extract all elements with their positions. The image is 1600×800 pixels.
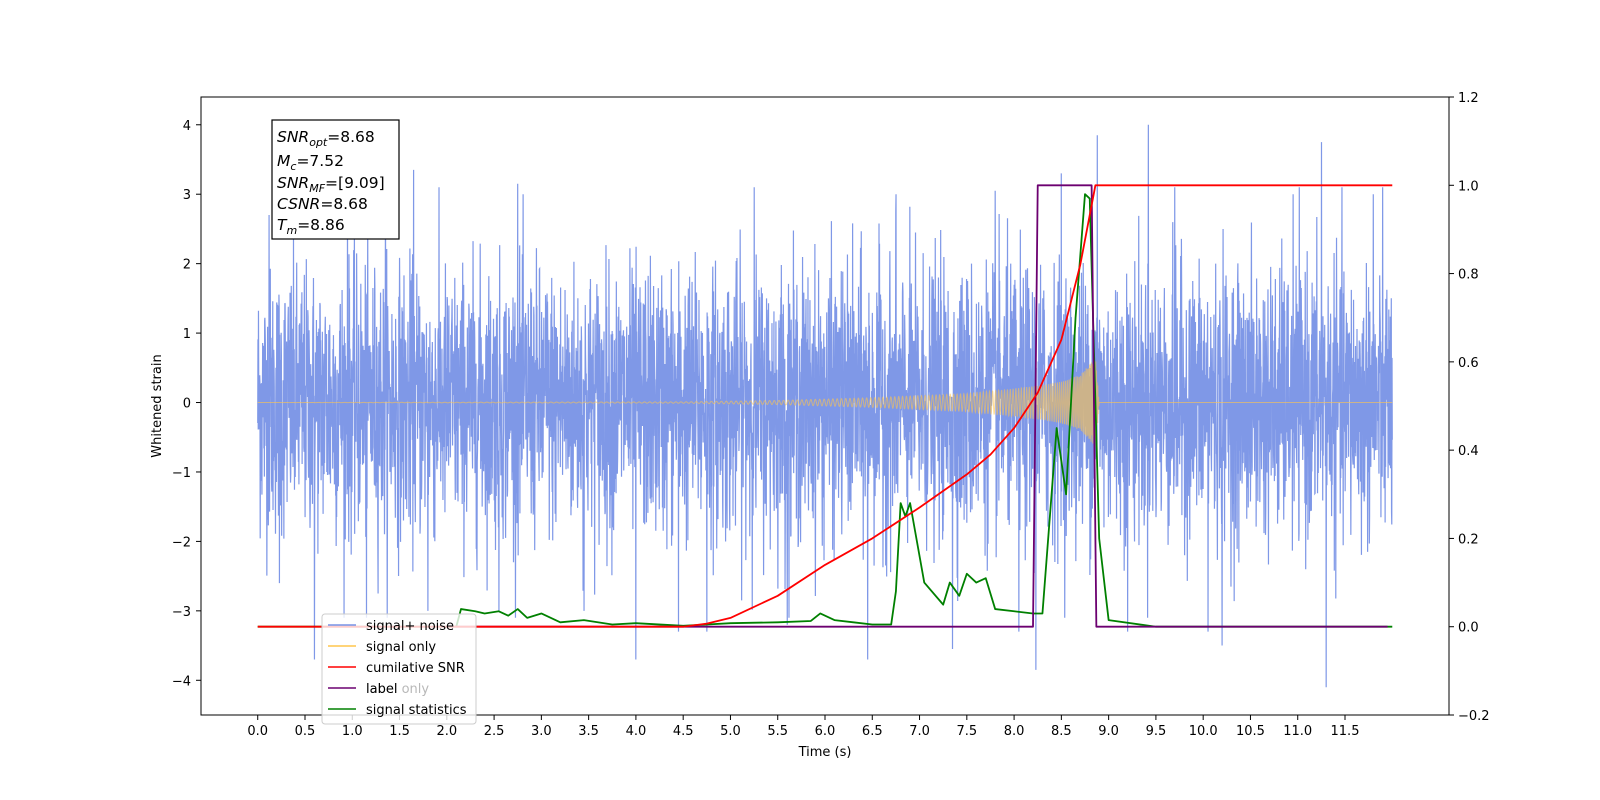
x-tick-label: 8.5 bbox=[1051, 724, 1072, 739]
y-tick-label: 4 bbox=[183, 119, 191, 134]
x-tick-label: 6.0 bbox=[815, 724, 836, 739]
x-tick-label: 10.5 bbox=[1236, 724, 1265, 739]
x-tick-label: 3.5 bbox=[578, 724, 599, 739]
x-tick-label: 3.0 bbox=[531, 724, 552, 739]
x-tick-label: 9.0 bbox=[1098, 724, 1119, 739]
series-signal-only-line bbox=[257, 355, 1393, 448]
series-signal-statistics-line bbox=[257, 193, 1393, 628]
x-tick-label: 1.5 bbox=[389, 724, 410, 739]
series-label-line bbox=[456, 184, 1388, 628]
legend-frame bbox=[321, 613, 477, 725]
series-layer bbox=[257, 124, 1393, 688]
y2-tick-label: 0.6 bbox=[1458, 356, 1479, 371]
annotation-line-tm: Tm=8.86 bbox=[277, 216, 345, 237]
y-tick-label: −1 bbox=[172, 466, 191, 481]
x-tick-label: 5.5 bbox=[767, 724, 788, 739]
legend-label-label: label bbox=[366, 682, 397, 697]
y-tick-label: −3 bbox=[172, 605, 191, 620]
legend-entry-cumilative-snr: cumilative SNR bbox=[328, 661, 465, 676]
y-tick-label: −2 bbox=[172, 535, 191, 550]
legend-label-signal-statistics: signal statistics bbox=[366, 703, 467, 718]
x-axis-label: Time (s) bbox=[798, 745, 852, 760]
x-tick-label: 7.0 bbox=[909, 724, 930, 739]
y2-tick-label: 0.8 bbox=[1458, 268, 1479, 283]
legend-label-signal-noise: signal+ noise bbox=[366, 619, 454, 634]
annotation-frame bbox=[271, 119, 400, 240]
x-tick-label: 4.5 bbox=[673, 724, 694, 739]
legend-entry-signal-noise: signal+ noise bbox=[328, 619, 454, 634]
y2-tick-label: 0.2 bbox=[1458, 532, 1479, 547]
legend-entry-label: label only label bbox=[328, 682, 429, 697]
y2-tick-label: 0.4 bbox=[1458, 444, 1479, 459]
axis-layer: 0.0 0.5 1.0 1.5 2.0 2.5 3.0 3.5 4.0 4.5 5.0 5.5 6.0 6… bbox=[172, 91, 1490, 739]
legend-label-label-only: label only bbox=[366, 682, 429, 697]
x-tick-label: 5.0 bbox=[720, 724, 741, 739]
y-tick-label: 3 bbox=[183, 188, 191, 203]
x-tick-label: 0.0 bbox=[247, 724, 268, 739]
y2-tick-label: 0.0 bbox=[1458, 621, 1479, 636]
x-tick-label: 10.0 bbox=[1189, 724, 1218, 739]
y-tick-label: −4 bbox=[172, 674, 191, 689]
series-cumilative-snr-line bbox=[257, 184, 1393, 628]
x-tick-label: 1.0 bbox=[342, 724, 363, 739]
legend-entry-signal-only: signal only bbox=[328, 640, 436, 655]
x-tick-label: 11.5 bbox=[1331, 724, 1360, 739]
y2-tick-label: 1.0 bbox=[1458, 179, 1479, 194]
y-axis-label: Whitened strain bbox=[150, 354, 165, 457]
x-tick-label: 2.5 bbox=[484, 724, 505, 739]
legend-label-signal-only: signal only bbox=[366, 640, 436, 655]
legend-label-cumilative-snr: cumilative SNR bbox=[366, 661, 465, 676]
x-tick-label: 6.5 bbox=[862, 724, 883, 739]
annotation-line-snr-mf: SNRMF=[9.09] bbox=[277, 174, 385, 195]
x-tick-label: 9.5 bbox=[1146, 724, 1167, 739]
annotation-line-snr-opt: SNRopt=8.68 bbox=[277, 128, 375, 149]
series-signal-noise-line bbox=[257, 124, 1393, 688]
x-tick-label: 8.0 bbox=[1004, 724, 1025, 739]
y2-tick-label: 1.2 bbox=[1458, 91, 1479, 106]
y-tick-label: 0 bbox=[183, 397, 191, 412]
annotation-line-csnr: CSNR=8.68 bbox=[277, 195, 368, 213]
x-tick-label: 2.0 bbox=[436, 724, 457, 739]
x-tick-label: 11.0 bbox=[1283, 724, 1312, 739]
y-tick-label: 1 bbox=[183, 327, 191, 342]
annotation-line-mc: Mc=7.52 bbox=[277, 152, 344, 173]
legend-entry-signal-statistics: signal statistics bbox=[328, 703, 467, 718]
legend: signal+ noise signal only cumilative SNR… bbox=[321, 613, 477, 725]
x-tick-label: 4.0 bbox=[626, 724, 647, 739]
x-tick-label: 0.5 bbox=[295, 724, 316, 739]
y2-tick-label: −0.2 bbox=[1458, 709, 1490, 724]
annotation-box: SNRopt=8.68 Mc=7.52 SNRMF=[9.09] CSNR=8.… bbox=[271, 119, 400, 240]
x-tick-label: 7.5 bbox=[956, 724, 977, 739]
y-tick-label: 2 bbox=[183, 258, 191, 273]
